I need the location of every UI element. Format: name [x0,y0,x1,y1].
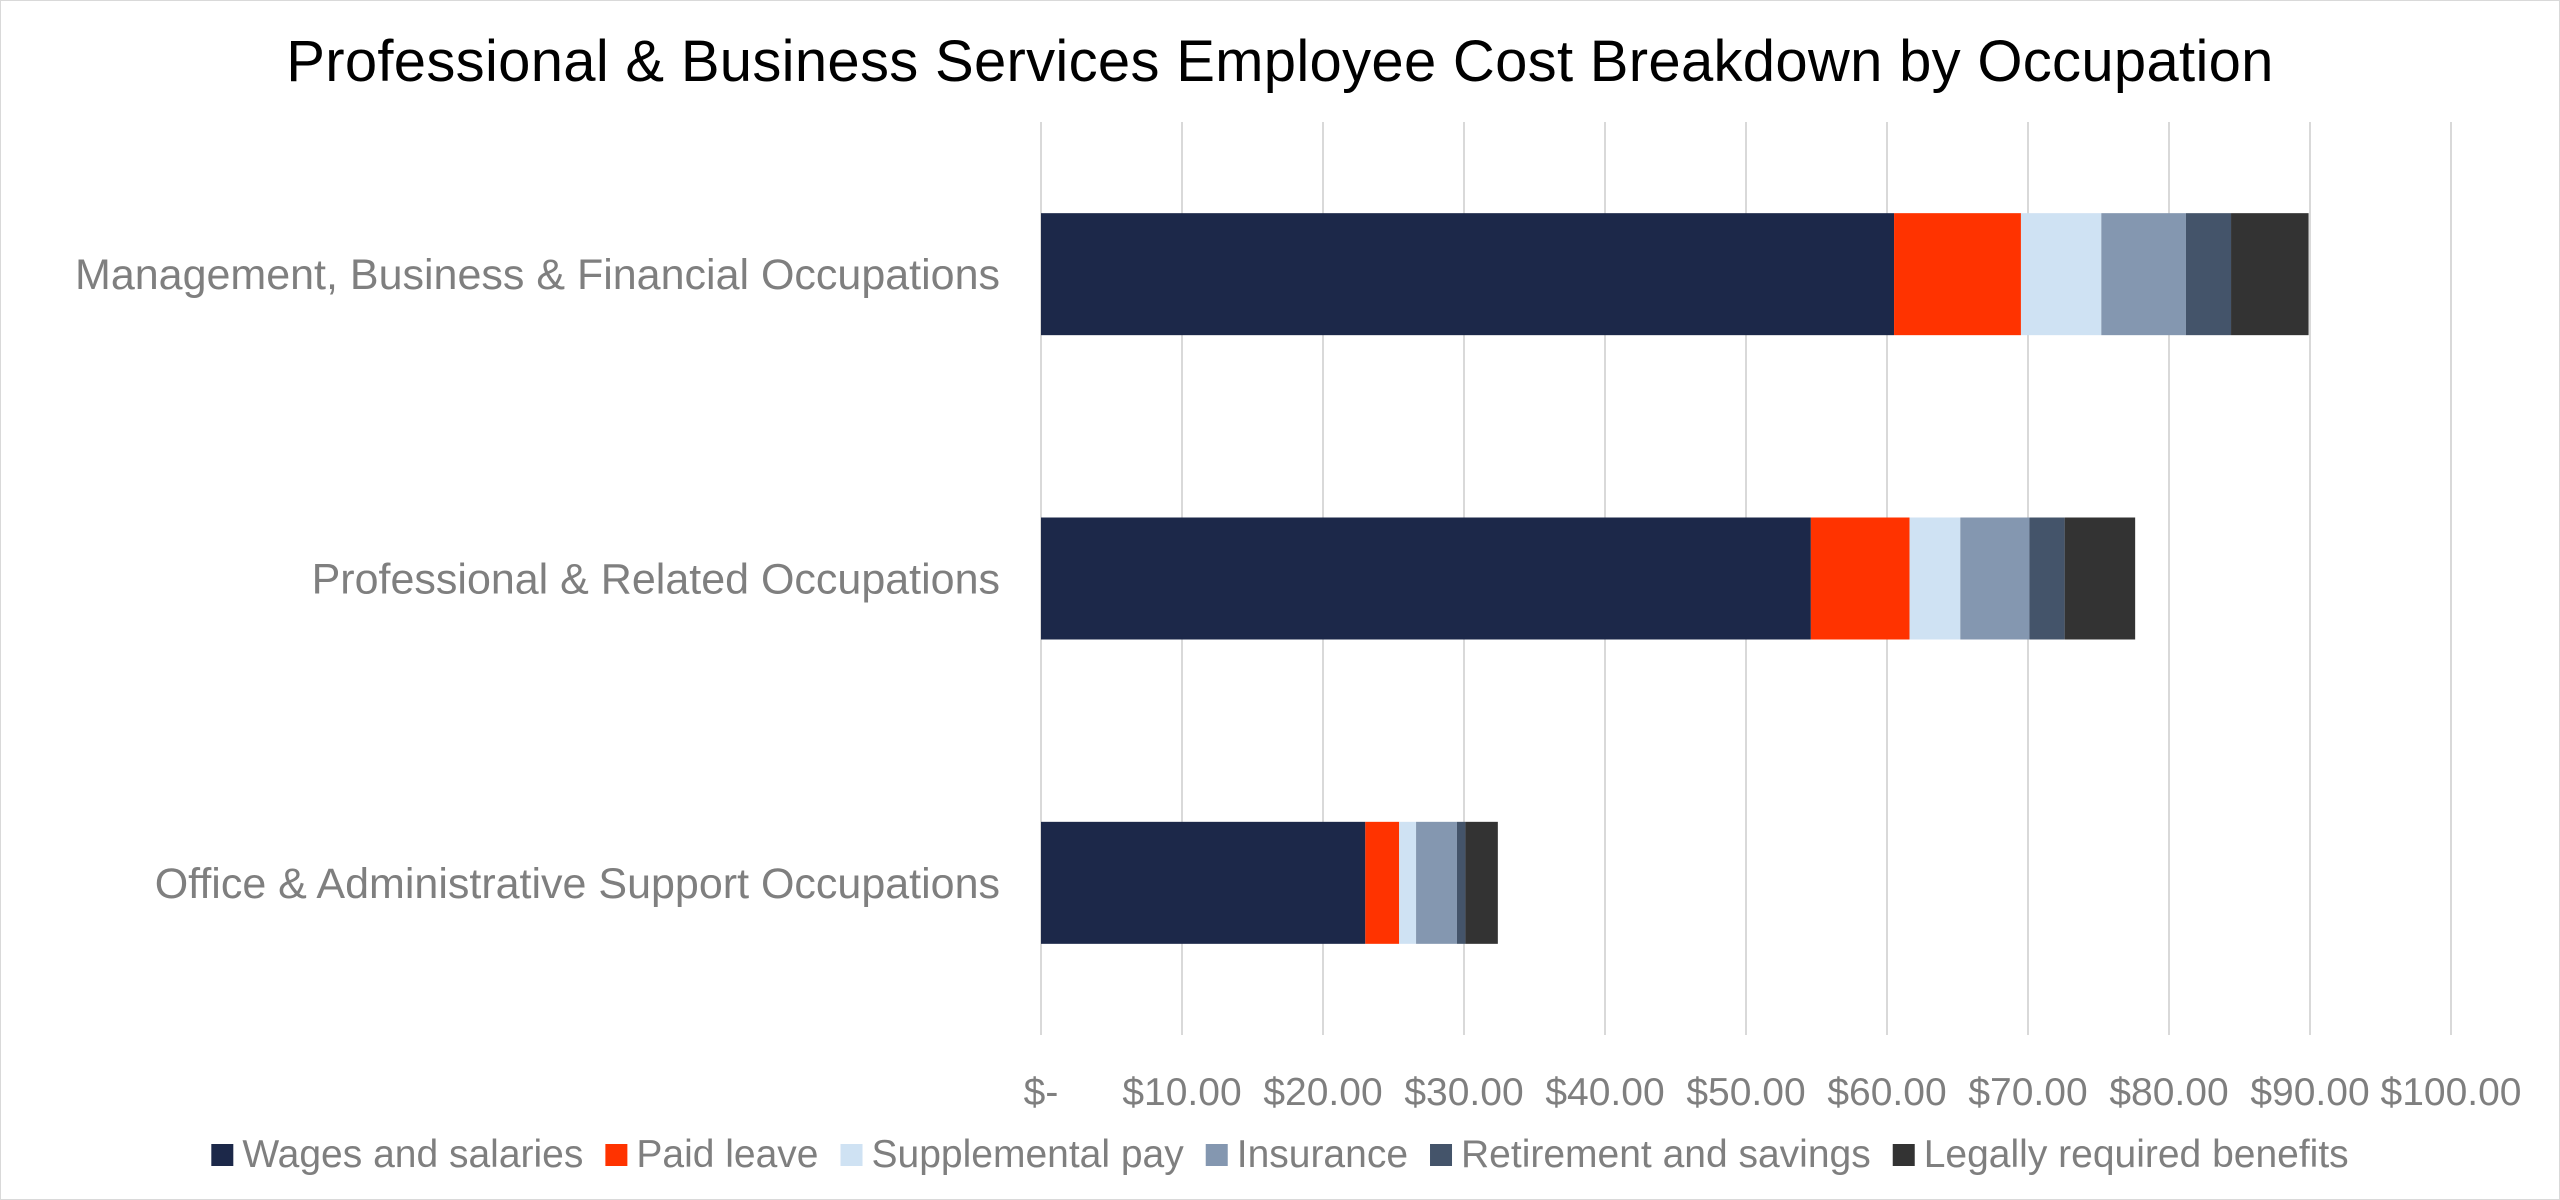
x-tick-label: $70.00 [1968,1071,2087,1114]
bar-segment [2231,213,2309,336]
x-tick-label: $20.00 [1263,1071,1382,1114]
legend-label: Paid leave [636,1133,818,1176]
legend-item: Insurance [1205,1133,1408,1176]
x-tick-label: $50.00 [1686,1071,1805,1114]
legend-item: Supplemental pay [840,1133,1185,1176]
bar-segment [1041,821,1366,944]
x-tick-label: $- [1024,1071,1059,1114]
bar-segment [1465,821,1498,944]
bar-segment [1909,517,1961,640]
legend-swatch [840,1144,863,1166]
bar-segment [1041,213,1895,336]
legend: Wages and salaries Paid leave Supplemental… [211,1133,2349,1176]
legend-swatch [211,1144,234,1166]
legend-swatch [1205,1144,1228,1166]
x-tick-label: $90.00 [2250,1071,2369,1114]
bar-segment [2101,213,2186,336]
bar-segment [1041,517,1811,640]
x-tick-label: $80.00 [2109,1071,2228,1114]
legend-swatch [1430,1144,1453,1166]
x-tick-label: $10.00 [1122,1071,1241,1114]
category-label: Professional & Related Occupations [312,556,1000,604]
bar-segment [1365,821,1400,944]
legend-label: Retirement and savings [1461,1133,1871,1176]
x-tick-label: $30.00 [1404,1071,1523,1114]
bar-segment [2020,213,2102,336]
bar-segment [1960,517,2030,640]
legend-label: Legally required benefits [1924,1133,2349,1176]
legend-item: Legally required benefits [1892,1133,2349,1176]
bar-segment [1810,517,1910,640]
legend-label: Insurance [1237,1133,1408,1176]
x-tick-label: $40.00 [1545,1071,1664,1114]
bars [1041,213,2309,944]
legend-swatch [605,1144,628,1166]
x-axis-tick-labels: $- $10.00 $20.00 $30.00 $40.00 $50.00 $60.00 $7… [1024,1071,2522,1114]
category-label: Office & Administrative Support Occupati… [155,860,1000,908]
bar-segment [2185,213,2232,336]
x-tick-label: $100.00 [2381,1071,2522,1114]
legend-label: Supplemental pay [872,1133,1185,1176]
category-label: Management, Business & Financial Occupat… [75,251,1000,299]
legend-item: Wages and salaries [211,1133,583,1176]
bar-segment [1894,213,2021,336]
bar-segment [2029,517,2065,640]
legend-label: Wages and salaries [242,1133,583,1176]
legend-item: Retirement and savings [1430,1133,1871,1176]
legend-item: Paid leave [605,1133,819,1176]
chart-title: Professional & Business Services Employe… [286,29,2274,94]
category-labels: Management, Business & Financial Occupat… [75,251,1000,908]
legend-swatch [1892,1144,1915,1166]
bar-segment [1416,821,1457,944]
bar-segment [1456,821,1466,944]
bar-segment [1399,821,1417,944]
x-tick-label: $60.00 [1827,1071,1946,1114]
bar-segment [2064,517,2136,640]
